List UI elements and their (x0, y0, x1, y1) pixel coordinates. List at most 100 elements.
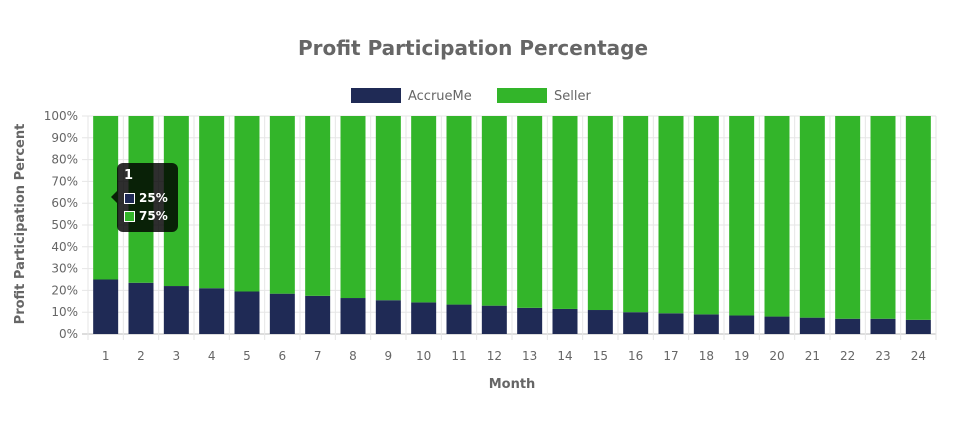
bar-accrueme[interactable] (163, 286, 189, 334)
y-tick-label: 0% (59, 327, 78, 341)
y-axis-label: Profit Participation Percent (13, 124, 28, 325)
bar-accrueme[interactable] (835, 318, 861, 334)
y-tick-label: 60% (51, 196, 78, 210)
x-tick-label: 3 (173, 349, 181, 363)
tooltip-value-seller: 75% (139, 209, 168, 223)
x-axis-label: Month (489, 377, 536, 392)
bar-seller[interactable] (658, 116, 684, 314)
y-tick-label: 100% (44, 109, 78, 123)
bar-accrueme[interactable] (375, 300, 401, 334)
bars (93, 116, 931, 334)
bar-accrueme[interactable] (587, 310, 613, 334)
y-tick-label: 90% (51, 131, 78, 145)
bar-seller[interactable] (305, 116, 331, 296)
tooltip-swatch-accrueme (124, 192, 135, 204)
bar-seller[interactable] (835, 116, 861, 319)
bar-seller[interactable] (340, 116, 366, 299)
bar-accrueme[interactable] (269, 293, 295, 334)
bar-seller[interactable] (375, 116, 401, 301)
bar-seller[interactable] (234, 116, 260, 292)
bar-seller[interactable] (411, 116, 437, 303)
x-tick-label: 10 (416, 349, 431, 363)
bar-accrueme[interactable] (199, 288, 225, 334)
bar-accrueme[interactable] (517, 307, 543, 334)
bar-accrueme[interactable] (764, 316, 790, 334)
x-tick-label: 16 (628, 349, 643, 363)
x-tick-label: 8 (349, 349, 357, 363)
bar-seller[interactable] (587, 116, 613, 311)
legend-label: Seller (554, 89, 591, 104)
legend-label: AccrueMe (408, 89, 472, 104)
y-tick-label: 10% (51, 305, 78, 319)
bar-accrueme[interactable] (340, 298, 366, 334)
bar-seller[interactable] (764, 116, 790, 317)
legend-item-accrueme[interactable]: AccrueMe (351, 88, 472, 104)
bar-accrueme[interactable] (446, 304, 472, 334)
x-tick-label: 6 (279, 349, 287, 363)
legend-item-seller[interactable]: Seller (497, 88, 591, 104)
bar-seller[interactable] (552, 116, 578, 309)
x-tick-label: 24 (911, 349, 926, 363)
x-tick-label: 15 (593, 349, 608, 363)
bar-accrueme[interactable] (234, 291, 260, 334)
bar-accrueme[interactable] (799, 317, 825, 334)
y-tick-label: 30% (51, 262, 78, 276)
bar-seller[interactable] (199, 116, 225, 289)
bar-accrueme[interactable] (870, 318, 896, 334)
tooltip-row-seller: 75% (124, 209, 168, 223)
legend: AccrueMe Seller (351, 88, 591, 104)
tooltip-value-accrueme: 25% (139, 191, 168, 205)
x-tick-label: 21 (805, 349, 820, 363)
bar-accrueme[interactable] (905, 319, 931, 334)
y-axis-ticks: 0% 10% 20% 30% 40% 50% 60% 70% 80% 90% 100% (44, 109, 78, 341)
y-tick-label: 40% (51, 240, 78, 254)
bar-accrueme[interactable] (93, 279, 119, 335)
bar-seller[interactable] (905, 116, 931, 320)
bar-accrueme[interactable] (623, 312, 649, 334)
bar-seller[interactable] (269, 116, 295, 294)
tooltip-swatch-seller (124, 210, 135, 222)
y-tick-label: 80% (51, 153, 78, 167)
y-tick-label: 70% (51, 174, 78, 188)
bar-accrueme[interactable] (729, 315, 755, 334)
bar-seller[interactable] (870, 116, 896, 319)
x-tick-label: 23 (875, 349, 890, 363)
bar-seller[interactable] (623, 116, 649, 313)
gridlines (82, 115, 937, 340)
bar-seller[interactable] (729, 116, 755, 316)
tooltip: 1 25% 75% (111, 163, 178, 232)
bar-seller[interactable] (799, 116, 825, 318)
x-tick-label: 12 (487, 349, 502, 363)
bar-accrueme[interactable] (305, 295, 331, 334)
x-tick-label: 18 (699, 349, 714, 363)
bar-accrueme[interactable] (552, 308, 578, 334)
x-tick-label: 2 (137, 349, 145, 363)
x-tick-label: 1 (102, 349, 110, 363)
x-tick-label: 17 (663, 349, 678, 363)
bar-accrueme[interactable] (658, 313, 684, 334)
tooltip-row-accrueme: 25% (124, 191, 168, 205)
bar-accrueme[interactable] (128, 282, 154, 334)
bar-accrueme[interactable] (481, 305, 507, 334)
x-tick-label: 14 (557, 349, 572, 363)
bar-seller[interactable] (693, 116, 719, 315)
bar-accrueme[interactable] (411, 302, 437, 334)
x-tick-label: 11 (451, 349, 466, 363)
x-tick-label: 19 (734, 349, 749, 363)
x-tick-label: 20 (769, 349, 784, 363)
bar-seller[interactable] (446, 116, 472, 305)
x-axis-ticks: 1 2 3 4 5 6 7 8 9 10 11 12 13 14 15 16 17 18 19 20 21 22 23 24 (102, 349, 926, 363)
x-tick-label: 4 (208, 349, 216, 363)
bar-seller[interactable] (481, 116, 507, 306)
bar-seller[interactable] (517, 116, 543, 308)
bar-accrueme[interactable] (693, 314, 719, 334)
tooltip-title: 1 (124, 168, 134, 183)
x-tick-label: 5 (243, 349, 251, 363)
legend-swatch (351, 88, 401, 103)
y-tick-label: 20% (51, 283, 78, 297)
x-tick-label: 7 (314, 349, 322, 363)
chart-title: Profit Participation Percentage (298, 36, 648, 60)
x-tick-label: 9 (385, 349, 393, 363)
